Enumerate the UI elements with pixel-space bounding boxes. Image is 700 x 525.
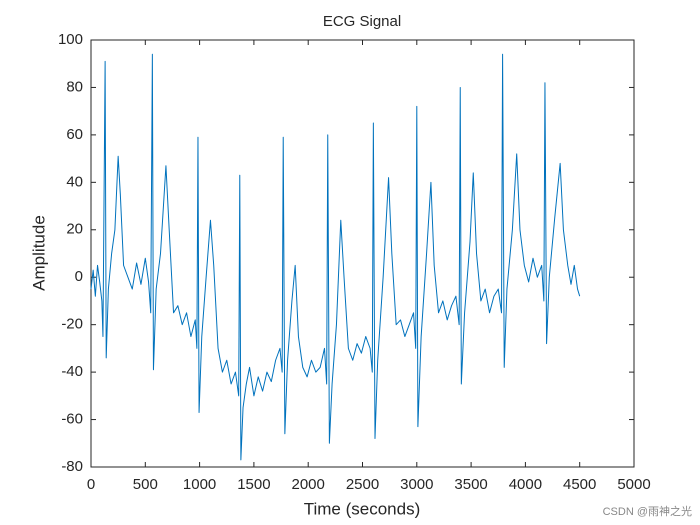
x-tick-label: 2000 xyxy=(292,476,325,493)
y-tick-label: 0 xyxy=(75,268,83,285)
y-tick-label: 100 xyxy=(58,31,83,48)
x-axis-label: Time (seconds) xyxy=(304,499,421,518)
y-tick-label: -40 xyxy=(61,363,83,380)
axes-box xyxy=(90,39,635,468)
y-tick-label: 80 xyxy=(66,78,83,95)
x-tick-label: 1500 xyxy=(237,476,270,493)
y-tick-label: 60 xyxy=(66,126,83,143)
y-axis-label: Amplitude xyxy=(29,215,48,291)
y-tick-label: -20 xyxy=(61,316,83,333)
x-tick-label: 4000 xyxy=(509,476,542,493)
x-tick-label: 1000 xyxy=(183,476,216,493)
watermark: CSDN @雨神之光 xyxy=(603,504,692,518)
y-tick-label: -60 xyxy=(61,411,83,428)
x-tick-label: 5000 xyxy=(617,476,650,493)
x-tick-label: 4500 xyxy=(563,476,596,493)
ecg-line xyxy=(90,53,581,461)
y-tick-label: 20 xyxy=(66,221,83,238)
x-tick-label: 0 xyxy=(87,476,95,493)
chart-title: ECG Signal xyxy=(323,13,401,30)
x-tick-label: 500 xyxy=(133,476,158,493)
x-tick-label: 3000 xyxy=(400,476,433,493)
x-tick-label: 2500 xyxy=(346,476,379,493)
y-tick-label: 40 xyxy=(66,173,83,190)
x-tick-label: 3500 xyxy=(454,476,487,493)
y-tick-label: -80 xyxy=(61,458,83,475)
